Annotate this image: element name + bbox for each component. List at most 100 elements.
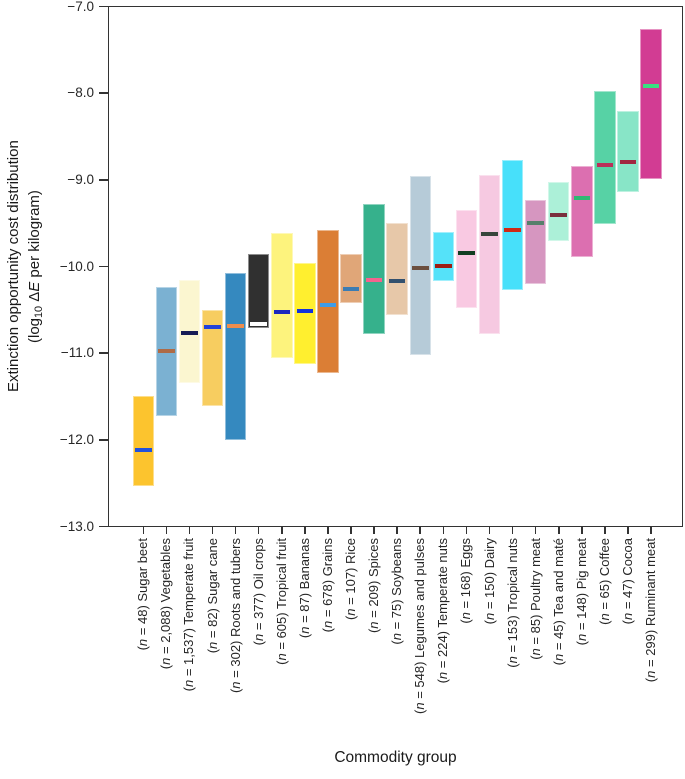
x-tick [396, 526, 398, 534]
y-title-e: E [26, 281, 43, 292]
bar-spices [363, 204, 385, 335]
bar-sugar-beet [132, 395, 155, 486]
median-line-spices [365, 278, 383, 283]
bar-vegetables [155, 287, 178, 416]
median-line-vegetables [158, 349, 175, 354]
bar-dairy [478, 174, 501, 335]
x-label-n-italic: n [158, 657, 174, 665]
x-tick [581, 526, 583, 534]
x-tick-label-cocoa: (n = 47) Cocoa [619, 538, 635, 625]
y-tick [99, 525, 108, 528]
x-tick-label-soybeans: (n = 75) Soybeans [389, 538, 405, 645]
bar-ruminant-meat [640, 29, 662, 179]
x-axis-title: Commodity group [334, 749, 457, 766]
y-title-subscript: 10 [33, 305, 45, 318]
y-tick-label: −12.0 [59, 431, 94, 447]
x-tick-label-sugar-beet: (n = 48) Sugar beet [135, 538, 151, 651]
median-line-dairy [481, 231, 498, 236]
x-label-n-italic: n [619, 612, 635, 621]
x-tick-label-sugar-cane: (n = 82) Sugar cane [204, 538, 220, 654]
x-tick [488, 526, 491, 534]
x-tick [627, 526, 629, 534]
x-label-n-italic: n [573, 633, 589, 641]
x-tick-label-tropical-fruit: (n = 605) Tropical fruit [273, 538, 289, 665]
median-line-coffee [596, 163, 614, 168]
median-line-soybeans [388, 279, 406, 284]
y-tick-label: −9.0 [67, 171, 94, 187]
median-line-tropical-nuts [504, 228, 521, 233]
x-tick-label-rice: (n = 107) Rice [343, 538, 359, 621]
y-title-delta: Δ [26, 291, 43, 306]
bar-roots-and-tubers [224, 272, 247, 440]
median-line-temperate-nuts [435, 263, 452, 268]
x-tick [373, 526, 375, 534]
x-tick-label-spices: (n = 209) Spices [366, 538, 382, 634]
median-line-eggs [458, 251, 475, 256]
median-line-oil-crops [250, 321, 267, 326]
bar-grains [317, 230, 339, 374]
x-tick [511, 526, 514, 534]
x-tick-label-oil-crops: (n = 377) Oil crops [250, 538, 266, 646]
bar-tropical-nuts [501, 159, 524, 290]
x-tick [211, 526, 214, 534]
x-label-n-italic: n [319, 620, 335, 628]
x-tick [188, 526, 191, 534]
x-tick-label-temperate-nuts: (n = 224) Temperate nuts [435, 538, 451, 684]
y-axis-title-line1: Extinction opportunity cost distribution [5, 140, 22, 393]
bar-legumes-and-pulses [409, 175, 431, 355]
bar-coffee [594, 91, 616, 225]
bar-cocoa [617, 111, 639, 192]
x-label-n-italic: n [343, 608, 359, 616]
x-tick [142, 526, 145, 534]
x-tick [257, 526, 260, 534]
y-tick-label: −7.0 [67, 0, 94, 14]
x-tick [419, 526, 422, 534]
x-tick-label-pig-meat: (n = 148) Pig meat [573, 538, 589, 646]
median-line-cocoa [619, 160, 637, 165]
x-tick [557, 526, 560, 534]
median-line-sugar-beet [135, 448, 152, 453]
y-tick-label: −13.0 [59, 518, 94, 534]
median-line-poultry-meat [527, 221, 544, 226]
median-line-grains [319, 302, 337, 307]
x-tick [327, 526, 329, 534]
bar-eggs [455, 210, 478, 309]
bar-bananas [294, 263, 316, 365]
bar-temperate-fruit [178, 280, 201, 384]
x-tick [650, 526, 652, 534]
median-line-tea-and-mat [550, 213, 567, 218]
x-label-n-italic: n [227, 681, 243, 689]
median-line-rice [342, 287, 360, 292]
median-line-pig-meat [573, 196, 591, 201]
bar-tea-and-mat [547, 182, 570, 242]
x-tick-label-legumes-and-pulses: (n = 548) Legumes and pulses [412, 538, 428, 714]
x-tick-label-coffee: (n = 65) Coffee [596, 538, 612, 625]
x-label-n-italic: n [643, 670, 659, 678]
x-label-n-italic: n [250, 633, 266, 641]
x-tick [350, 526, 352, 534]
x-label-n-italic: n [504, 656, 520, 664]
x-tick-label-tropical-nuts: (n = 153) Tropical nuts [504, 538, 520, 668]
y-tick-label: −11.0 [60, 345, 94, 361]
bar-sugar-cane [201, 309, 224, 407]
x-tick [234, 526, 237, 534]
x-tick-label-tea-and-mat: (n = 45) Tea and maté [550, 538, 566, 666]
x-label-n-italic: n [389, 633, 405, 641]
y-tick [99, 5, 108, 8]
x-label-n-italic: n [435, 671, 451, 680]
y-tick [99, 352, 108, 354]
bar-oil-crops [247, 253, 270, 329]
y-tick [99, 439, 108, 441]
y-tick [99, 179, 108, 181]
x-label-n-italic: n [181, 679, 197, 687]
bar-pig-meat [571, 165, 593, 257]
y-tick [99, 265, 108, 268]
x-tick [304, 526, 306, 534]
y-tick [99, 92, 108, 94]
median-line-ruminant-meat [642, 84, 660, 89]
y-tick-label: −10.0 [59, 258, 94, 274]
x-tick-label-dairy: (n = 150) Dairy [481, 538, 497, 625]
bar-tropical-fruit [271, 232, 293, 359]
median-line-tropical-fruit [273, 310, 291, 315]
